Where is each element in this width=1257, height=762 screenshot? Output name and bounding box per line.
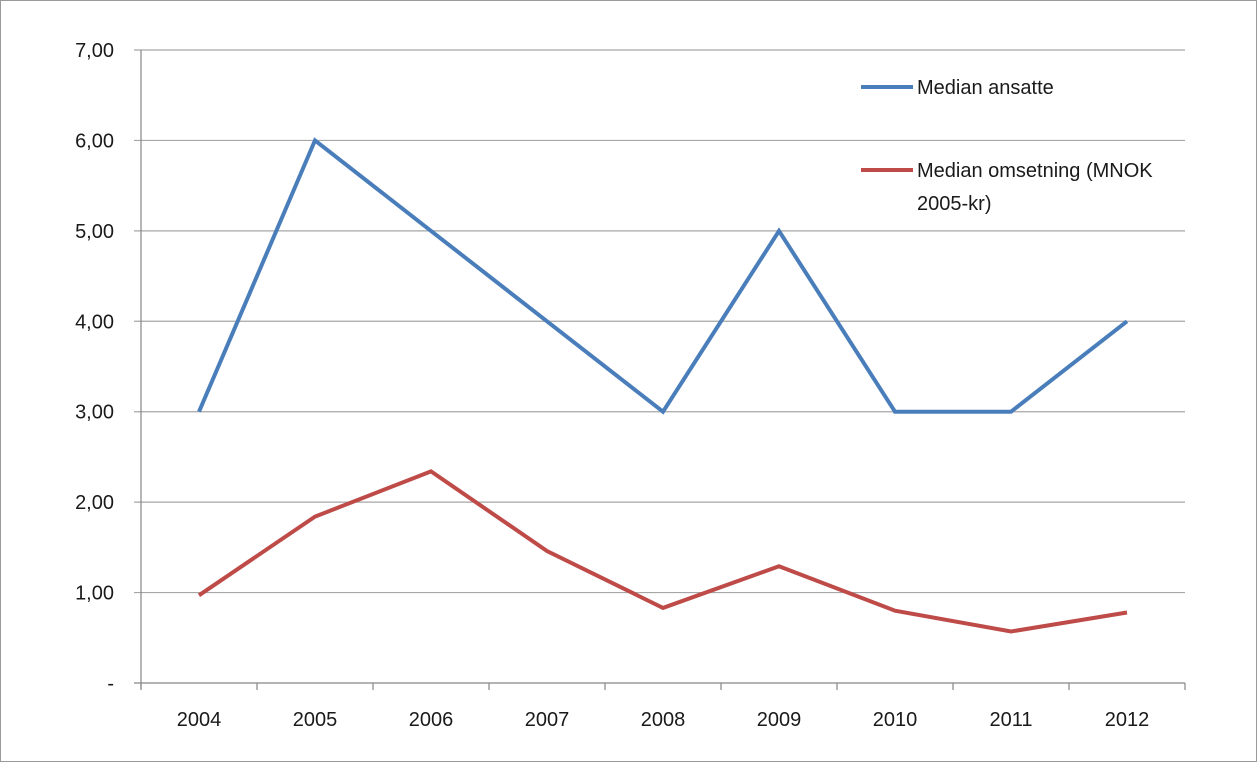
legend-label-2: Median omsetning (MNOK	[917, 160, 1153, 182]
legend: Median ansatte Median omsetning (MNOK 2005…	[861, 77, 1153, 215]
legend-label-1: Median ansatte	[917, 77, 1054, 99]
series-lines	[197, 137, 1129, 634]
y-tick-label: -	[107, 673, 114, 695]
legend-label-2: 2005-kr)	[917, 193, 991, 215]
y-tick-label: 2,00	[75, 492, 114, 514]
y-tick-label: 1,00	[75, 583, 114, 605]
y-tick-label: 7,00	[75, 40, 114, 62]
y-tick-labels: - 1,00 2,00 3,00 4,00 5,00 6,00 7,00	[75, 40, 114, 695]
axes	[134, 50, 1186, 690]
y-tick-label: 4,00	[75, 311, 114, 333]
y-tick-label: 6,00	[75, 130, 114, 152]
x-tick-label: 2007	[525, 709, 570, 731]
x-tick-label: 2012	[1105, 709, 1150, 731]
x-tick-labels: 2004 2005 2006 2007 2008 2009 2010 2011 2012	[177, 709, 1150, 731]
y-tick-label: 3,00	[75, 402, 114, 424]
series-line-1	[197, 137, 1129, 415]
x-tick-label: 2005	[293, 709, 338, 731]
x-tick-label: 2008	[641, 709, 686, 731]
y-tick-label: 5,00	[75, 221, 114, 243]
x-tick-label: 2009	[757, 709, 802, 731]
x-tick-label: 2004	[177, 709, 222, 731]
series-line-2	[197, 469, 1128, 634]
x-tick-label: 2006	[409, 709, 454, 731]
gridlines	[134, 49, 1185, 594]
x-tick-label: 2010	[873, 709, 918, 731]
x-tick-label: 2011	[989, 709, 1032, 731]
